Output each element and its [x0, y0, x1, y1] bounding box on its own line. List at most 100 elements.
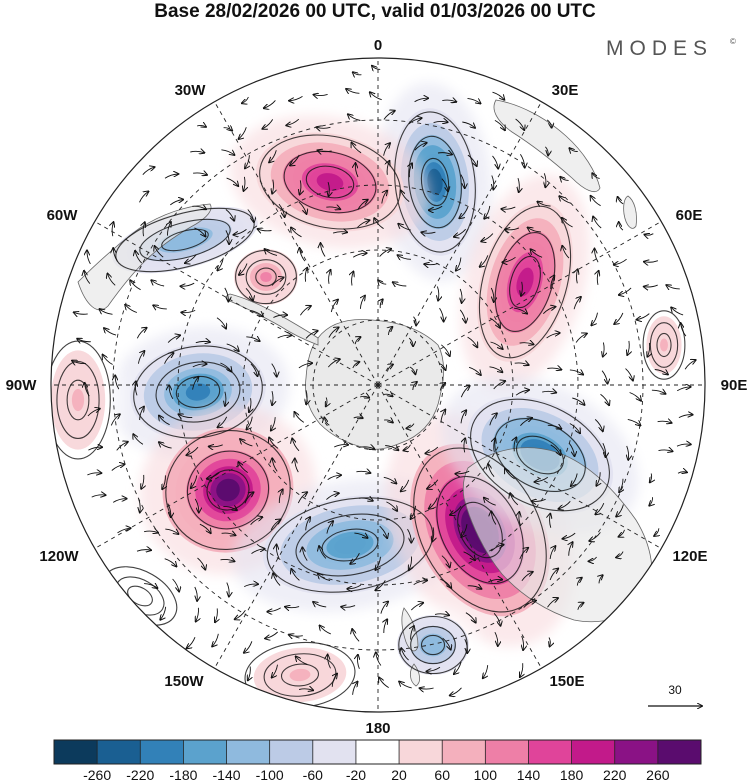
- wind-vector: [460, 410, 466, 424]
- wind-vector: [560, 177, 569, 181]
- contour-line: [245, 259, 287, 295]
- wind-vector: [85, 383, 90, 397]
- wind-vector: [318, 150, 332, 151]
- colorbar-frame: [53, 739, 702, 765]
- wind-vector: [460, 386, 469, 398]
- wind-vector: [384, 619, 387, 634]
- wind-vector: [155, 246, 164, 258]
- wind-vector: [549, 546, 555, 560]
- wind-vector: [113, 248, 118, 262]
- wind-vector: [490, 341, 503, 349]
- contour-line: [656, 332, 672, 358]
- colorbar-swatch: [183, 740, 227, 764]
- wind-vector: [326, 493, 338, 500]
- wind-vector: [427, 666, 441, 671]
- wind-vector: [454, 661, 462, 674]
- wind-vector: [192, 364, 207, 368]
- contour-line: [266, 497, 434, 593]
- wind-vector: [379, 525, 388, 538]
- wind-vector: [353, 417, 363, 418]
- anomaly-level: [171, 234, 199, 246]
- anomaly-level: [516, 267, 534, 297]
- wind-vector: [196, 607, 199, 622]
- wind-vector: [72, 361, 86, 364]
- wind-vector: [240, 439, 253, 447]
- wind-vector: [441, 555, 450, 568]
- wind-vector: [167, 503, 171, 518]
- wind-vector: [441, 344, 449, 356]
- wind-vector: [441, 178, 448, 192]
- wind-vector: [627, 340, 629, 355]
- wind-vector: [437, 153, 452, 155]
- wind-vector: [414, 143, 427, 151]
- lon-label-30w: 30W: [175, 82, 207, 99]
- madagascar-land: [623, 195, 637, 229]
- contour-line: [408, 135, 462, 229]
- meridian-line: [214, 384, 379, 669]
- contour-line: [280, 663, 320, 687]
- wind-vector: [450, 687, 462, 696]
- logo-mark: ©: [730, 37, 736, 46]
- colorbar-tick-label: 260: [646, 767, 670, 783]
- wind-vector: [172, 578, 180, 592]
- wind-vector: [346, 89, 360, 93]
- wind-vector: [393, 282, 407, 286]
- wind-vector: [592, 173, 600, 178]
- colorbar-swatch: [657, 740, 702, 764]
- wind-vector: [520, 663, 523, 677]
- wind-vector: [678, 415, 693, 418]
- wind-vector: [637, 313, 650, 320]
- wind-vector: [401, 479, 410, 491]
- wind-vector: [354, 533, 367, 538]
- colorbar-tick-label: -100: [256, 767, 284, 783]
- wind-vector: [429, 205, 443, 210]
- wind-vector: [384, 420, 393, 423]
- wind-vector: [353, 682, 358, 695]
- wind-vector: [350, 553, 360, 564]
- wind-vector: [562, 246, 570, 259]
- wind-vector: [271, 278, 284, 286]
- wind-vector: [550, 444, 561, 455]
- chart-title: Base 28/02/2026 00 UTC, valid 01/03/2026…: [154, 1, 596, 22]
- wind-vector: [191, 475, 198, 488]
- wind-vector: [352, 272, 354, 286]
- colorbar-swatch: [485, 740, 529, 764]
- wind-vector: [427, 479, 439, 489]
- parallel-circle: [312, 319, 444, 451]
- wind-vector: [380, 299, 383, 309]
- contour-line: [295, 513, 405, 577]
- wind-vector: [545, 146, 548, 156]
- wind-vector: [195, 341, 210, 342]
- wind-vector: [491, 511, 497, 525]
- wind-vector: [305, 331, 318, 339]
- wind-vector: [245, 287, 253, 300]
- wind-vector: [192, 377, 199, 390]
- lon-label-60w: 60W: [47, 207, 79, 224]
- contour-line: [420, 634, 446, 656]
- wind-vector: [357, 655, 359, 669]
- wind-vector: [494, 631, 498, 646]
- wind-vector: [104, 328, 117, 336]
- wind-vector: [465, 639, 468, 653]
- wind-vector: [494, 438, 495, 453]
- wind-vector: [386, 364, 393, 372]
- wind-vector: [316, 127, 331, 128]
- wind-vector: [569, 370, 583, 375]
- wind-vector: [326, 521, 333, 534]
- wind-vector: [576, 269, 577, 284]
- wind-vector: [644, 261, 659, 263]
- wind-vector: [505, 469, 515, 480]
- anomaly-low-165w: [232, 477, 468, 613]
- wind-vector: [488, 579, 502, 581]
- wind-vector: [492, 91, 505, 100]
- lon-label-150e: 150E: [549, 673, 584, 690]
- wind-vector: [296, 657, 308, 665]
- colorbar-tick-label: 20: [391, 767, 407, 783]
- wind-vector: [306, 390, 307, 404]
- contour-line: [161, 228, 209, 252]
- wind-vector: [528, 228, 542, 232]
- wind-vector: [332, 674, 337, 687]
- wind-vector: [267, 607, 281, 612]
- contour-line: [394, 111, 476, 253]
- wind-vector: [383, 143, 390, 156]
